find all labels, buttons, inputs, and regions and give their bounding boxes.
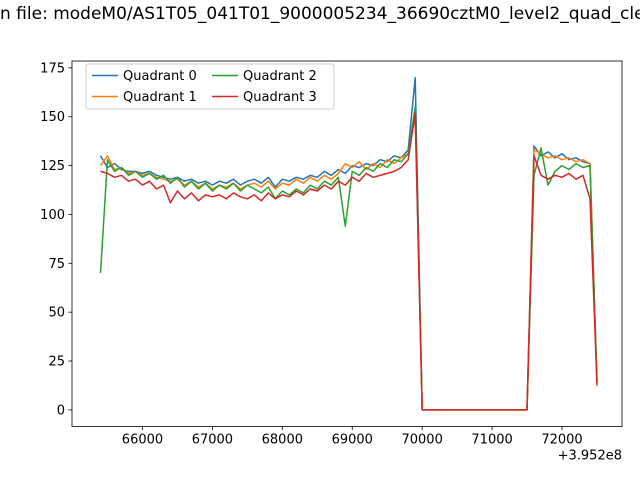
x-tick-label: 67000 bbox=[192, 433, 233, 448]
y-tick-label: 125 bbox=[40, 159, 65, 174]
x-axis-offset-label: +3.952e8 bbox=[558, 449, 622, 464]
x-tick-label: 69000 bbox=[332, 433, 373, 448]
y-tick-label: 175 bbox=[40, 61, 65, 76]
x-tick-label: 72000 bbox=[541, 433, 582, 448]
y-tick-label: 0 bbox=[57, 403, 65, 418]
x-tick-label: 68000 bbox=[262, 433, 303, 448]
plot-frame bbox=[71, 60, 623, 427]
legend-label-quadrant-1: Quadrant 1 bbox=[123, 90, 197, 105]
x-tick-label: 66000 bbox=[122, 433, 163, 448]
y-tick-label: 50 bbox=[48, 306, 65, 321]
y-tick-label: 75 bbox=[48, 257, 65, 272]
chart-title: n file: modeM0/AS1T05_041T01_9000005234_… bbox=[0, 4, 640, 24]
y-tick-label: 25 bbox=[48, 355, 65, 370]
legend-label-quadrant-3: Quadrant 3 bbox=[243, 90, 317, 105]
series-line-quadrant-3 bbox=[100, 112, 598, 411]
x-tick-label: 71000 bbox=[471, 433, 512, 448]
legend-box bbox=[85, 63, 335, 110]
y-tick-label: 100 bbox=[40, 208, 65, 223]
y-tick-label: 150 bbox=[40, 110, 65, 125]
legend-label-quadrant-2: Quadrant 2 bbox=[243, 69, 317, 84]
legend-label-quadrant-0: Quadrant 0 bbox=[123, 69, 197, 84]
x-tick-label: 70000 bbox=[401, 433, 442, 448]
